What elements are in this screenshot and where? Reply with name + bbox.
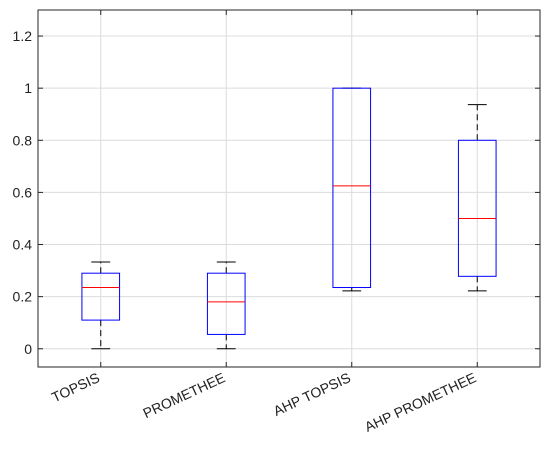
box-group (332, 87, 372, 292)
y-tick-label: 0 (24, 341, 32, 357)
box-group (457, 104, 497, 292)
x-category-label: AHP PROMETHEE (362, 369, 479, 435)
box-layer (81, 87, 497, 350)
y-tick-label: 1 (24, 80, 32, 96)
y-tick-label: 0.6 (13, 184, 33, 200)
tick-layer (38, 10, 540, 367)
iqr-box (332, 87, 372, 289)
iqr-box (81, 272, 121, 321)
x-category-label: PROMETHEE (140, 369, 227, 421)
y-tick-label: 0.4 (13, 237, 33, 253)
box-group (206, 261, 246, 350)
box-group (81, 261, 121, 350)
plot-frame (37, 9, 541, 368)
label-layer: 0 0.2 0.4 0.6 0.8 1 1.2 TOPSIS PROMETHEE AHP TOPS… (13, 28, 479, 435)
y-tick-label: 0.8 (13, 132, 33, 148)
y-tick-label: 1.2 (13, 28, 33, 44)
iqr-box (206, 272, 246, 335)
x-category-label: AHP TOPSIS (271, 369, 353, 419)
grid-layer (38, 10, 540, 367)
iqr-box (457, 139, 497, 277)
y-tick-label: 0.2 (13, 289, 33, 305)
x-category-label: TOPSIS (49, 369, 102, 405)
